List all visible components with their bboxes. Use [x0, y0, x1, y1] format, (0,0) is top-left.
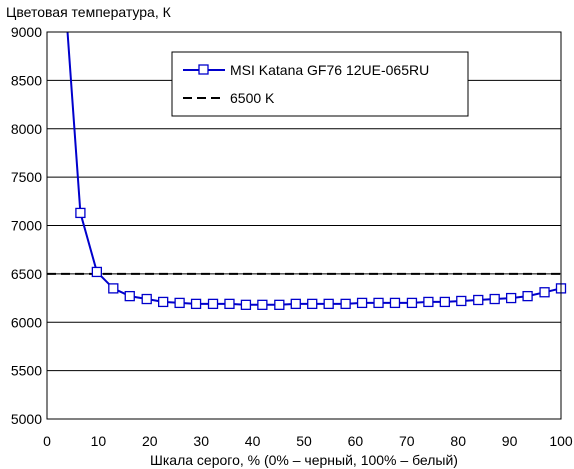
x-tick-labels: 0 10 20 30 40 50 60 70 80 90 100: [43, 433, 573, 449]
x-tick-label: 50: [296, 433, 312, 449]
legend-series-label: MSI Katana GF76 12UE-065RU: [230, 62, 429, 78]
data-point: [108, 283, 119, 294]
data-point: [290, 298, 301, 310]
data-point: [274, 299, 285, 310]
x-tick-label: 70: [399, 433, 415, 449]
y-tick-label: 8000: [11, 121, 42, 137]
series-line: [66, 32, 561, 306]
plot-frame: [46, 31, 562, 420]
data-point: [489, 293, 500, 305]
data-point: [257, 299, 268, 310]
y-axis-label: Цветовая температура, К: [6, 4, 172, 20]
x-tick-label: 30: [193, 433, 209, 449]
data-point: [174, 297, 185, 309]
x-tick-label: 90: [502, 433, 518, 449]
x-tick-label: 40: [245, 433, 261, 449]
legend-box: [171, 51, 469, 117]
data-point: [224, 298, 235, 310]
data-point: [340, 298, 351, 310]
y-tick-label: 9000: [11, 24, 42, 40]
data-point: [207, 298, 219, 310]
data-point: [158, 296, 169, 308]
data-point: [473, 294, 484, 306]
legend-series-marker: [198, 64, 209, 75]
x-tick-label: 10: [91, 433, 107, 449]
data-point: [456, 295, 467, 307]
y-tick-label: 7000: [11, 218, 42, 234]
legend-reference-label: 6500 K: [230, 90, 275, 106]
y-tick-labels: 5000 5500 6000 6500 7000 7500 8000 8500 9000: [11, 24, 42, 427]
x-tick-label: 60: [348, 433, 364, 449]
y-tick-label: 5500: [11, 363, 42, 379]
y-tick-label: 6000: [11, 314, 42, 330]
data-point: [373, 297, 384, 309]
data-point: [307, 298, 318, 310]
data-point: [124, 290, 135, 302]
data-point: [439, 296, 450, 308]
legend: MSI Katana GF76 12UE-065RU 6500 K: [171, 51, 469, 117]
x-axis-label: Шкала серого, % (0% – черный, 100% – бел…: [150, 452, 458, 468]
x-tick-label: 20: [142, 433, 158, 449]
data-point: [323, 298, 334, 310]
data-series: [66, 32, 567, 310]
data-point: [356, 297, 368, 309]
y-tick-label: 7500: [11, 169, 42, 185]
y-tick-label: 5000: [11, 411, 42, 427]
data-point: [505, 292, 517, 304]
x-tick-label: 80: [450, 433, 466, 449]
x-tick-label: 0: [43, 433, 51, 449]
data-point: [75, 207, 86, 219]
y-tick-label: 6500: [11, 266, 42, 282]
y-tick-label: 8500: [11, 72, 42, 88]
data-point: [406, 297, 418, 309]
data-point: [91, 266, 103, 278]
data-point: [240, 299, 252, 310]
data-point: [522, 290, 533, 302]
data-point: [389, 297, 401, 309]
data-point: [141, 293, 152, 305]
data-point: [539, 287, 550, 298]
data-point: [423, 296, 434, 308]
data-point: [190, 298, 202, 310]
x-tick-label: 100: [549, 433, 573, 449]
